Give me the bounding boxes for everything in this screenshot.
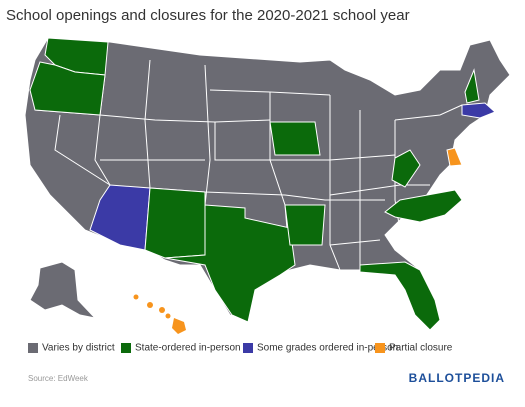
legend: Varies by district State-ordered in-perso… <box>28 343 453 354</box>
alaska <box>29 261 97 319</box>
hawaii-island <box>133 294 139 300</box>
legend-swatch <box>28 343 38 353</box>
hawaii-island <box>165 313 171 319</box>
delaware <box>446 147 463 167</box>
new-mexico <box>144 187 206 259</box>
legend-label: Some grades ordered in-person <box>257 343 398 354</box>
new-hampshire <box>464 68 480 104</box>
legend-label: Varies by district <box>42 343 115 354</box>
texas <box>164 204 296 323</box>
florida <box>359 261 441 331</box>
west-virginia <box>391 149 421 188</box>
north-carolina <box>384 189 463 223</box>
source: Source: EdWeek <box>28 374 89 383</box>
arkansas <box>284 204 326 246</box>
legend-swatch <box>121 343 131 353</box>
legend-label: State-ordered in-person <box>135 343 241 354</box>
iowa <box>269 121 321 156</box>
hawaii <box>133 294 186 334</box>
title: School openings and closures for the 202… <box>6 7 410 24</box>
hawaii-island <box>159 307 165 313</box>
hawaii-island <box>172 318 186 334</box>
logo: BALLOTPEDIA <box>409 371 505 385</box>
legend-swatch <box>375 343 385 353</box>
legend-label: Partial closure <box>389 343 453 354</box>
hawaii-island <box>147 302 153 308</box>
oregon <box>29 61 106 116</box>
legend-swatch <box>243 343 253 353</box>
us-map <box>24 37 511 334</box>
massachusetts <box>461 102 496 119</box>
